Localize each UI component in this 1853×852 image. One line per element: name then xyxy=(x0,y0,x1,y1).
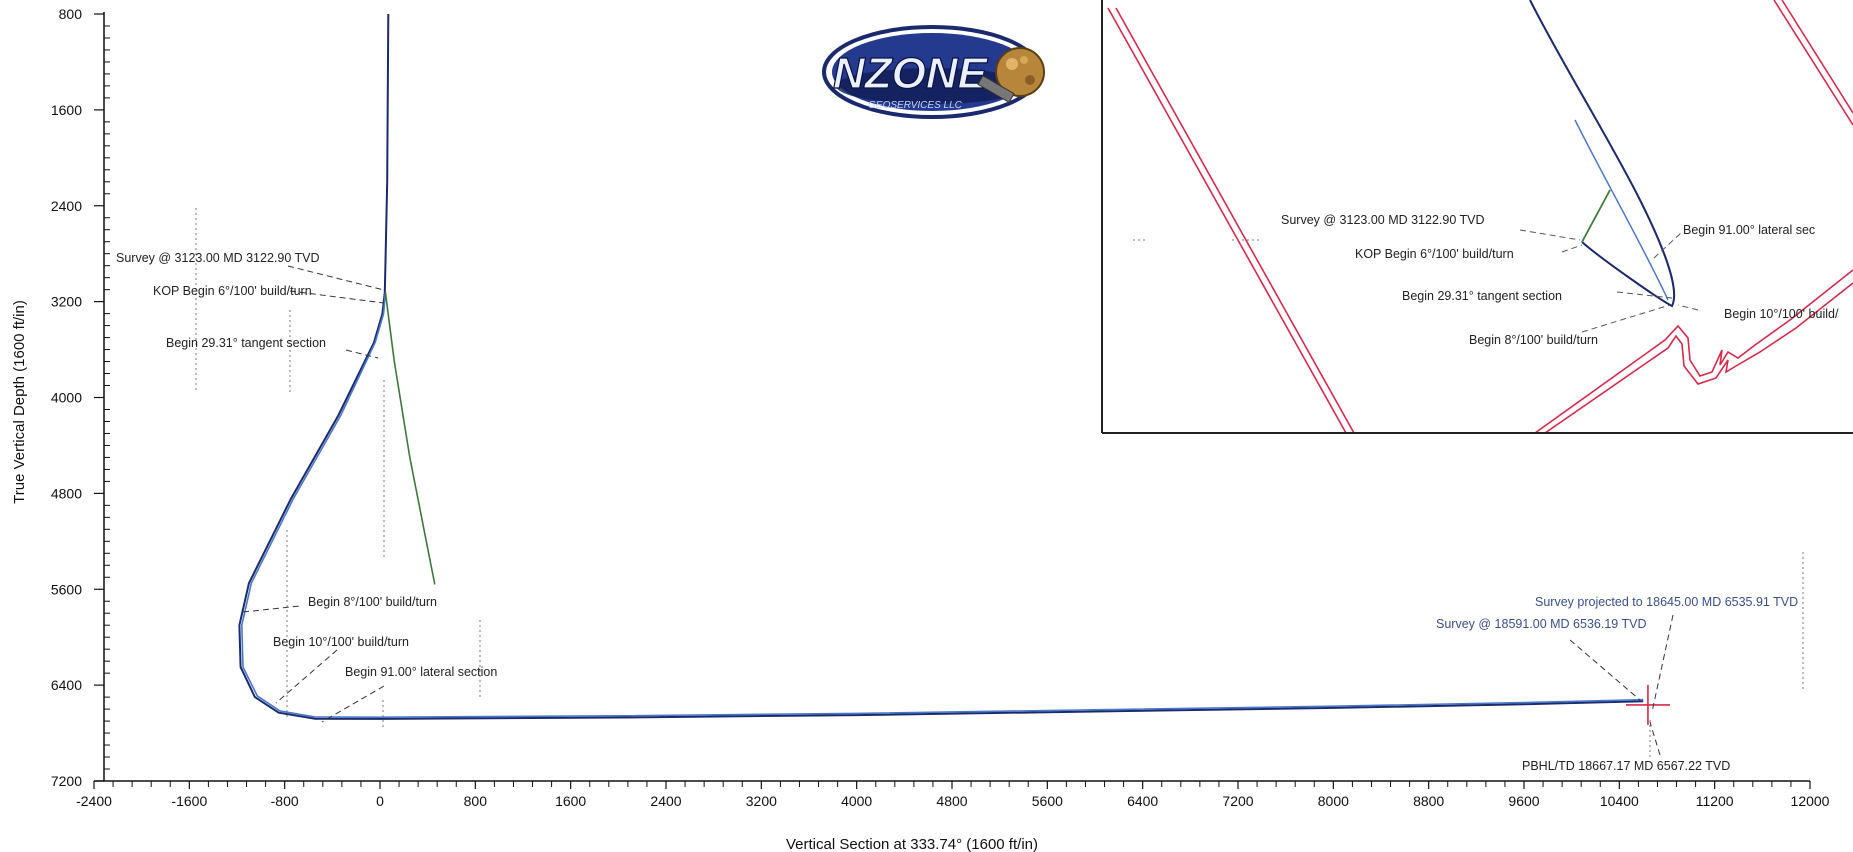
x-tick-label: -1600 xyxy=(171,793,207,809)
drill-bit-icon xyxy=(977,47,1045,104)
annotation-lateral-section: Begin 91.00° lateral section xyxy=(345,665,497,679)
x-tick-label: 2400 xyxy=(650,793,681,809)
annotation-survey-3123: Survey @ 3123.00 MD 3122.90 TVD xyxy=(116,251,320,265)
x-tick-label: 7200 xyxy=(1222,793,1253,809)
x-tick-label: 1600 xyxy=(555,793,586,809)
reference-dashes xyxy=(195,208,1804,760)
annotation-10-build-turn: Begin 10°/100' build/turn xyxy=(273,635,409,649)
x-tick-label: 8800 xyxy=(1413,793,1444,809)
series-layer xyxy=(238,13,1644,720)
x-tick-label: 12000 xyxy=(1791,793,1830,809)
y-tick-label: 800 xyxy=(59,6,83,22)
x-tick-label: 9600 xyxy=(1508,793,1539,809)
y-tick-label: 3200 xyxy=(51,294,82,310)
x-tick-label: 11200 xyxy=(1696,793,1734,809)
inset-plan-green xyxy=(1581,189,1611,243)
inset-well-light xyxy=(1574,119,1669,301)
x-tick-label: 5600 xyxy=(1032,793,1063,809)
logo-text: NZONE xyxy=(833,49,989,98)
x-tick-label: 4000 xyxy=(841,793,872,809)
logo-subtext: GEOSERVICES LLC xyxy=(868,100,963,111)
annotations: Survey @ 3123.00 MD 3122.90 TVD KOP Begi… xyxy=(116,251,1798,773)
inset-annotation-lateral-section: Begin 91.00° lateral sec xyxy=(1683,223,1815,237)
annotation-pbhl-td: PBHL/TD 18667.17 MD 6567.22 TVD xyxy=(1522,759,1730,773)
y-axis-title: True Vertical Depth (1600 ft/in) xyxy=(11,300,28,504)
x-tick-label: 10400 xyxy=(1600,793,1639,809)
annotation-survey-projected: Survey projected to 18645.00 MD 6535.91 … xyxy=(1535,595,1798,609)
well-path-offset xyxy=(241,292,1644,719)
y-tick-label: 4000 xyxy=(51,390,82,406)
company-logo: NZONE GEOSERVICES LLC xyxy=(822,25,1045,119)
y-tick-label: 4800 xyxy=(51,485,82,501)
annotation-8-build-turn: Begin 8°/100' build/turn xyxy=(308,595,437,609)
x-tick-label: 800 xyxy=(464,793,488,809)
inset-map: Survey @ 3123.00 MD 3122.90 TVD KOP Begi… xyxy=(1101,0,1853,434)
y-tick-label: 1600 xyxy=(51,102,82,118)
inset-annotation-8-build-turn: Begin 8°/100' build/turn xyxy=(1469,333,1598,347)
x-tick-label: 4800 xyxy=(936,793,967,809)
x-ticks: -2400 -1600 -800 0 800 1600 2400 3200 4000 4800 56… xyxy=(76,781,1830,809)
y-ticks: 800 1600 2400 3200 4000 4800 5600 6400 7200 xyxy=(51,6,110,789)
y-tick-label: 6400 xyxy=(51,677,82,693)
x-tick-label: -800 xyxy=(271,793,299,809)
x-tick-label: 0 xyxy=(376,793,384,809)
x-tick-label: 6400 xyxy=(1127,793,1158,809)
inset-well-dark xyxy=(1529,0,1676,308)
well-plan-green xyxy=(384,292,436,585)
annotation-kop: KOP Begin 6°/100' build/turn xyxy=(153,284,312,298)
y-tick-label: 7200 xyxy=(51,773,82,789)
inset-annotation-kop: KOP Begin 6°/100' build/turn xyxy=(1355,247,1514,261)
pbhl-target-cross xyxy=(1625,684,1670,725)
y-tick-label: 5600 xyxy=(51,581,82,597)
x-tick-label: -2400 xyxy=(76,793,112,809)
inset-annotation-survey-3123: Survey @ 3123.00 MD 3122.90 TVD xyxy=(1281,213,1485,227)
inset-lease-lines xyxy=(1107,0,1853,433)
x-tick-label: 3200 xyxy=(746,793,777,809)
x-axis-title: Vertical Section at 333.74° (1600 ft/in) xyxy=(786,836,1038,852)
annotation-leaders xyxy=(242,265,1674,756)
x-tick-label: 8000 xyxy=(1318,793,1349,809)
annotation-survey-18591: Survey @ 18591.00 MD 6536.19 TVD xyxy=(1436,617,1647,631)
inset-annotation-10-build-turn: Begin 10°/100' build/ xyxy=(1724,307,1839,321)
inset-annotation-tangent-section: Begin 29.31° tangent section xyxy=(1402,289,1562,303)
annotation-tangent-section: Begin 29.31° tangent section xyxy=(166,336,326,350)
y-tick-label: 2400 xyxy=(51,198,82,214)
